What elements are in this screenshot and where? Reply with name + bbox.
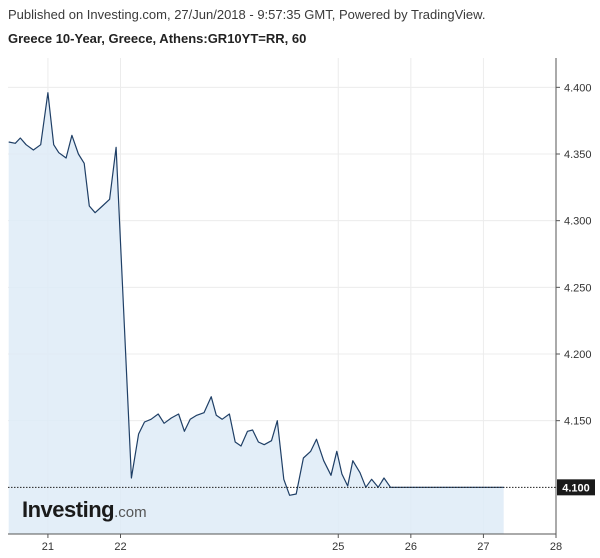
current-price-marker: 4.100 (8, 479, 595, 496)
y-tick-label: 4.350 (564, 149, 592, 161)
logo-dotcom: .com (114, 504, 147, 521)
x-tick-label: 28 (550, 541, 562, 553)
chart-title: Greece 10-Year, Greece, Athens:GR10YT=RR… (8, 31, 307, 46)
x-tick-label: 22 (114, 541, 126, 553)
y-tick-label: 4.150 (564, 416, 592, 428)
y-tick-label: 4.300 (564, 216, 592, 228)
y-tick-label: 4.200 (564, 349, 592, 361)
published-caption: Published on Investing.com, 27/Jun/2018 … (8, 7, 486, 22)
series-line-path (8, 92, 504, 496)
series-line (8, 92, 504, 496)
x-tick-label: 27 (477, 541, 489, 553)
chart-header: Published on Investing.com, 27/Jun/2018 … (8, 6, 593, 48)
investing-logo: Investing.com (22, 497, 147, 523)
x-tick-label: 26 (405, 541, 417, 553)
current-price-badge (557, 479, 595, 496)
axes: 4.150 4.200 4.250 4.300 4.350 4.400 21 22 25 26 27… (8, 58, 592, 553)
current-price-label: 4.100 (562, 482, 590, 494)
series-area-fill (8, 92, 504, 534)
x-tick-label: 21 (42, 541, 54, 553)
y-tick-label: 4.400 (564, 82, 592, 94)
series-area (8, 92, 504, 534)
x-tick-label: 25 (332, 541, 344, 553)
y-tick-label: 4.250 (564, 282, 592, 294)
logo-text: Investing (22, 497, 115, 522)
